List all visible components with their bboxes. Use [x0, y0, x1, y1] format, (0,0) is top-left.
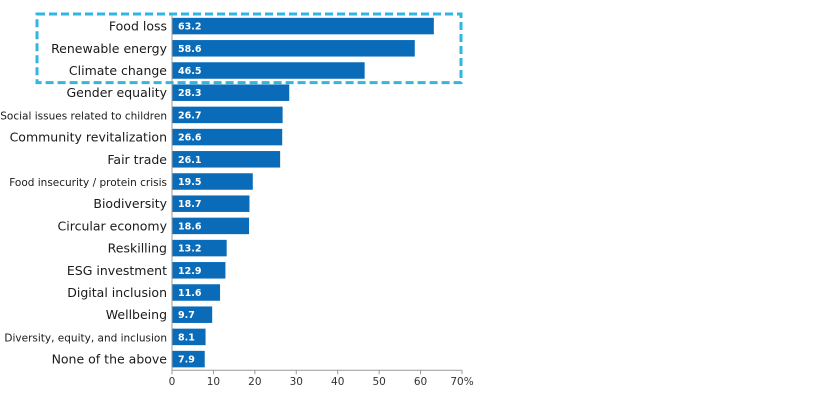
x-tick-label: 10	[207, 376, 220, 388]
x-tick-label: 20	[248, 376, 261, 388]
category-label: Diversity, equity, and inclusion	[4, 332, 167, 344]
bar-value-label: 11.6	[178, 288, 202, 299]
bar-value-label: 26.7	[178, 110, 201, 121]
bar	[172, 306, 213, 323]
bar	[172, 40, 415, 57]
x-tick-label: 70%	[450, 376, 473, 388]
bar	[172, 151, 281, 168]
bar-value-label: 8.1	[178, 332, 195, 343]
bar	[172, 106, 283, 124]
bar	[172, 262, 226, 279]
category-label: Gender equality	[67, 85, 168, 100]
bar	[172, 17, 434, 35]
category-label: Fair trade	[107, 152, 167, 167]
bar	[172, 350, 205, 368]
bar-value-label: 28.3	[178, 88, 201, 99]
bar-value-label: 58.6	[178, 44, 202, 55]
x-tick-label: 60	[414, 376, 427, 388]
category-label: Food loss	[109, 19, 167, 34]
category-label: Reskilling	[108, 241, 167, 256]
bar	[172, 328, 206, 346]
bar-value-label: 63.2	[178, 22, 201, 33]
bar	[172, 195, 250, 212]
bar-value-label: 46.5	[178, 66, 201, 77]
bar	[172, 128, 283, 146]
bar	[172, 173, 253, 190]
category-label: Food insecurity / protein crisis	[9, 177, 167, 189]
bar-value-label: 18.7	[178, 199, 201, 210]
category-label: Climate change	[69, 63, 167, 78]
bar	[172, 62, 365, 79]
category-label: ESG investment	[67, 263, 167, 278]
bar-value-label: 26.6	[178, 133, 202, 144]
x-tick-label: 50	[372, 376, 385, 388]
category-label: Biodiversity	[93, 196, 167, 211]
x-tick-label: 30	[290, 376, 303, 388]
bar-value-label: 19.5	[178, 177, 201, 188]
bar-value-label: 13.2	[178, 244, 201, 255]
category-label: Wellbeing	[106, 307, 167, 322]
bar-value-label: 18.6	[178, 221, 202, 232]
bar-value-label: 26.1	[178, 155, 201, 166]
category-label: Circular economy	[58, 218, 168, 233]
x-tick-label: 0	[169, 376, 176, 388]
bar	[172, 239, 227, 257]
bar	[172, 284, 221, 301]
bar-value-label: 12.9	[178, 266, 201, 277]
bar	[172, 217, 250, 235]
x-axis: 0 10 20 30 40 50 60 70%	[169, 15, 474, 388]
category-label: Community revitalization	[10, 130, 167, 145]
category-label: None of the above	[52, 352, 168, 367]
bar-value-label: 9.7	[178, 310, 195, 321]
bar	[172, 84, 290, 101]
category-label: Digital inclusion	[67, 285, 167, 300]
highlight-box	[35, 12, 463, 85]
x-tick-label: 40	[331, 376, 344, 388]
category-label: Renewable energy	[51, 41, 168, 56]
bars-group: 63.2 Food loss 58.6 Renewable energy 46.5 Cli…	[0, 17, 434, 368]
category-label: Social issues related to children	[0, 110, 167, 122]
bar-value-label: 7.9	[178, 355, 195, 366]
